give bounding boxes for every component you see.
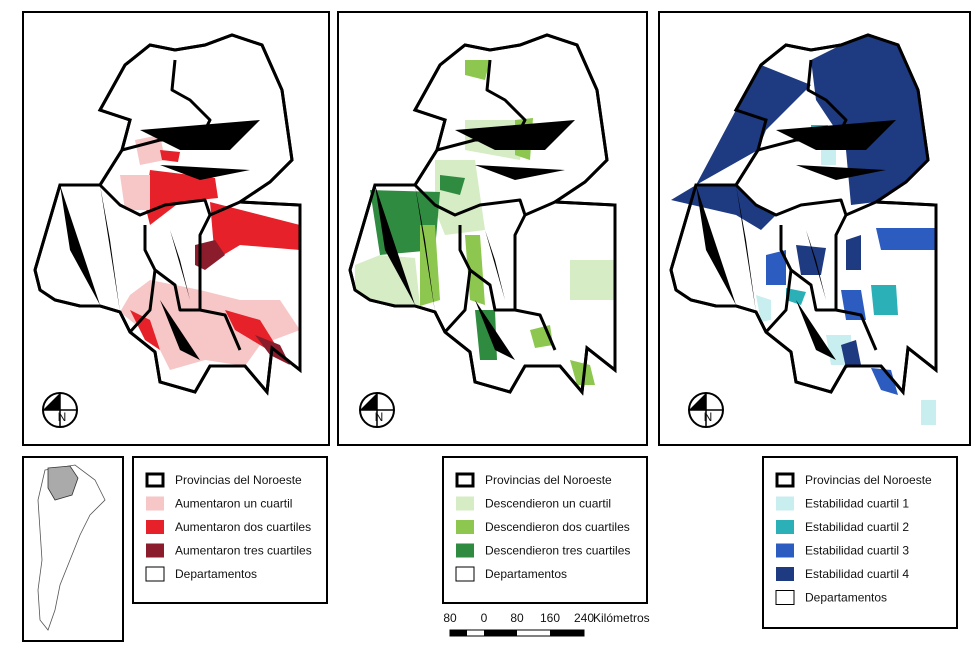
- legend-label: Aumentaron un cuartil: [175, 497, 292, 511]
- map: N: [33, 33, 302, 428]
- legend-label: Departamentos: [485, 567, 567, 581]
- legends: Provincias del Noroeste Aumentaron un cua…: [132, 456, 958, 629]
- legend-label: Descendieron un cuartil: [485, 497, 611, 511]
- legend-label: Aumentaron tres cuartiles: [175, 544, 312, 558]
- legend-frame: [132, 456, 328, 604]
- map: N: [348, 33, 617, 428]
- legend-label: Estabilidad cuartil 2: [805, 520, 909, 534]
- legend-swatch: [456, 496, 474, 511]
- scale-label: 80: [443, 611, 457, 625]
- scale-label: 0: [481, 611, 488, 625]
- legend-label: Provincias del Noroeste: [805, 473, 932, 487]
- scale-label: 80: [510, 611, 524, 625]
- scale-label: 160: [540, 611, 560, 625]
- legend-label: Provincias del Noroeste: [485, 473, 612, 487]
- legend-swatch: [146, 496, 164, 511]
- legend-swatch: [456, 543, 474, 558]
- inset-map: [37, 464, 106, 631]
- legend-swatch: [456, 520, 474, 534]
- legend-label: Descendieron dos cuartiles: [485, 520, 630, 534]
- legend-label: Estabilidad cuartil 3: [805, 544, 909, 558]
- legend-label: Estabilidad cuartil 1: [805, 497, 909, 511]
- legend-swatch: [455, 472, 475, 488]
- map: N: [669, 33, 938, 428]
- scale-label: 240: [574, 611, 594, 625]
- legend-swatch: [775, 472, 795, 488]
- north-label: N: [704, 410, 713, 424]
- legend-label: Departamentos: [175, 567, 257, 581]
- legend-frame: [762, 456, 958, 629]
- legend-swatch: [776, 496, 794, 511]
- legend-label: Departamentos: [805, 591, 887, 605]
- legend-swatch: [145, 566, 165, 582]
- legend-swatch: [775, 590, 795, 605]
- legend-label: Provincias del Noroeste: [175, 473, 302, 487]
- legend-label: Estabilidad cuartil 4: [805, 567, 909, 581]
- legend-label: Aumentaron dos cuartiles: [175, 520, 311, 534]
- legend-swatch: [146, 543, 164, 558]
- legend-swatch: [776, 543, 794, 558]
- legend-swatch: [776, 567, 794, 581]
- legend-swatch: [145, 472, 165, 488]
- legend-swatch: [776, 520, 794, 534]
- legend-swatch: [146, 520, 164, 534]
- legend-frame: [442, 456, 648, 604]
- north-label: N: [58, 410, 67, 424]
- north-label: N: [375, 410, 384, 424]
- legend-label: Descendieron tres cuartiles: [485, 544, 630, 558]
- legend-swatch: [455, 566, 475, 582]
- scale-unit: Kilómetros: [593, 611, 650, 625]
